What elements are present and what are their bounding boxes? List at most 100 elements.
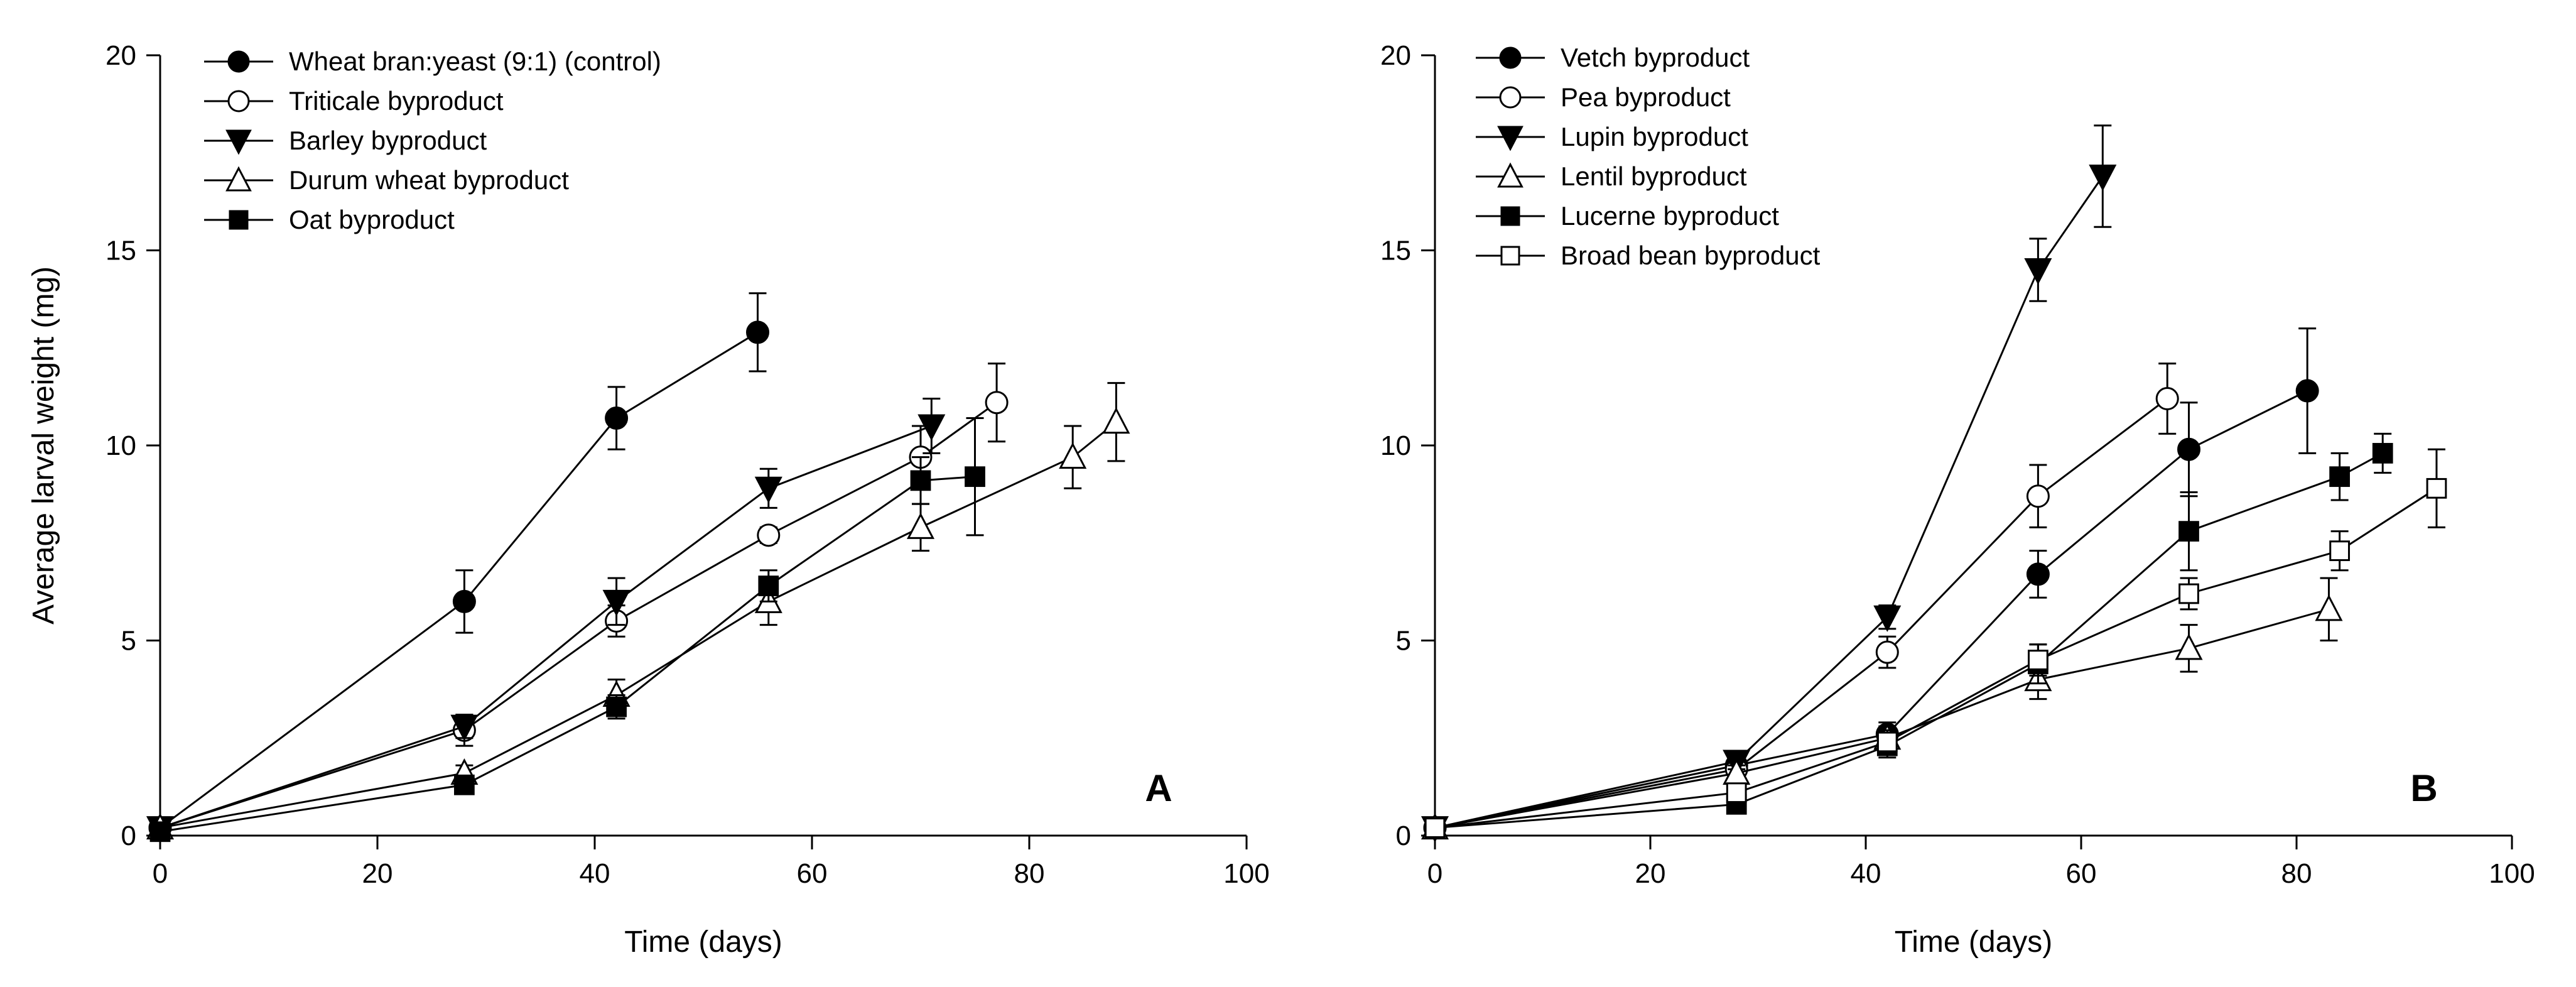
legend-label: Lupin byproduct	[1561, 122, 1748, 151]
data-point	[965, 466, 985, 488]
x-tick-label: 80	[2281, 858, 2312, 889]
panel-b-chart: 0 20 40 60 80 100 0 5 10 15 20 Time (days) B Vetch by…	[1380, 40, 2535, 959]
data-point	[2372, 443, 2393, 464]
legend-label: Vetch byproduct	[1561, 43, 1750, 72]
x-tick-label: 40	[580, 858, 610, 889]
x-tick-label: 20	[362, 858, 393, 889]
legend-marker	[1497, 126, 1523, 151]
legend-entry: Barley byproduct	[204, 126, 487, 155]
series-line	[1434, 175, 2104, 829]
series-line	[160, 476, 975, 833]
series-line	[1434, 488, 2437, 829]
series-line	[1434, 452, 2383, 829]
legend-marker	[225, 166, 252, 192]
legend-label: Durum wheat byproduct	[289, 165, 569, 195]
series-3	[1421, 124, 2117, 843]
data-point	[2177, 437, 2200, 461]
y-tick-label: 10	[1380, 430, 1411, 461]
series-4	[146, 382, 1130, 840]
legend-entry: Wheat bran:yeast (9:1) (control)	[204, 46, 661, 76]
data-point	[2315, 594, 2343, 621]
legend-marker	[1499, 46, 1522, 69]
x-axis-title: Time (days)	[624, 925, 782, 959]
legend-label: Broad bean byproduct	[1561, 241, 1821, 270]
legend-entry: Broad bean byproduct	[1476, 241, 1821, 270]
data-point	[2329, 540, 2350, 562]
series-line	[1434, 390, 2308, 829]
y-tick-label: 15	[1380, 236, 1411, 266]
x-tick-label: 60	[2066, 858, 2097, 889]
x-tick-label: 60	[797, 858, 828, 889]
data-point	[2178, 521, 2199, 542]
data-point	[2178, 583, 2199, 604]
legend-entry: Pea byproduct	[1476, 82, 1731, 112]
series-line	[160, 401, 997, 829]
series-line	[1434, 398, 2168, 829]
data-point	[2026, 562, 2050, 586]
x-tick-label: 0	[153, 858, 168, 889]
data-point	[754, 476, 782, 503]
legend-label: Pea byproduct	[1561, 82, 1731, 112]
y-tick-label: 5	[121, 626, 136, 657]
series-1	[148, 292, 769, 840]
data-point	[1102, 407, 1130, 434]
data-point	[1059, 442, 1087, 469]
legend-marker	[1499, 86, 1522, 109]
data-point	[2426, 477, 2447, 499]
legend-entry: Lentil byproduct	[1476, 161, 1747, 191]
data-point	[2024, 258, 2052, 285]
data-point	[2175, 633, 2203, 660]
data-point	[1424, 817, 1446, 838]
data-point	[2026, 484, 2050, 508]
legend-entry: Oat byproduct	[204, 205, 455, 234]
data-point	[746, 320, 769, 344]
data-point	[985, 391, 1009, 415]
data-point	[757, 523, 781, 547]
y-tick-label: 20	[1380, 40, 1411, 71]
legend-label: Lentil byproduct	[1561, 161, 1747, 191]
series-line	[160, 331, 759, 829]
x-tick-label: 80	[1014, 858, 1045, 889]
series-2	[148, 363, 1009, 840]
data-point	[605, 406, 629, 430]
data-point	[452, 589, 476, 613]
data-point	[1726, 782, 1747, 804]
legend-entry: Lupin byproduct	[1476, 122, 1748, 151]
legend-marker	[1497, 162, 1523, 188]
data-point	[454, 774, 475, 795]
data-point	[910, 470, 931, 491]
series-2	[1423, 363, 2179, 840]
data-point	[917, 414, 946, 441]
series-5	[1424, 432, 2393, 838]
data-point	[2028, 650, 2048, 670]
legend-label: Wheat bran:yeast (9:1) (control)	[289, 46, 661, 76]
x-tick-label: 40	[1851, 858, 1881, 889]
data-point	[1875, 640, 1899, 664]
legend-entry: Durum wheat byproduct	[204, 165, 569, 195]
legend-label: Lucerne byproduct	[1561, 201, 1779, 231]
y-tick-label: 15	[106, 236, 136, 266]
series-line	[160, 425, 932, 829]
data-point	[758, 575, 779, 596]
data-point	[906, 512, 935, 539]
series-line	[1434, 608, 2329, 829]
y-tick-label: 5	[1396, 626, 1411, 657]
y-axis-title: Average larval weight (mg)	[27, 266, 60, 624]
y-tick-label: 10	[106, 430, 136, 461]
legend-marker	[229, 210, 249, 230]
legend-entry: Triticale byproduct	[204, 86, 504, 116]
y-tick-label: 20	[106, 40, 136, 71]
data-point	[2089, 165, 2117, 192]
x-tick-label: 0	[1427, 858, 1442, 889]
data-point	[2155, 386, 2179, 410]
series-5	[149, 417, 985, 842]
series-6	[1424, 448, 2447, 838]
panel-label: B	[2410, 767, 2437, 809]
legend-label: Barley byproduct	[289, 126, 487, 155]
series-3	[146, 397, 946, 843]
y-tick-label: 0	[121, 821, 136, 851]
data-point	[1876, 731, 1898, 753]
panel-a-chart: 0 20 40 60 80 100 0 5 10 15 20 Time (days) Average l…	[27, 40, 1270, 959]
x-tick-label: 20	[1635, 858, 1666, 889]
